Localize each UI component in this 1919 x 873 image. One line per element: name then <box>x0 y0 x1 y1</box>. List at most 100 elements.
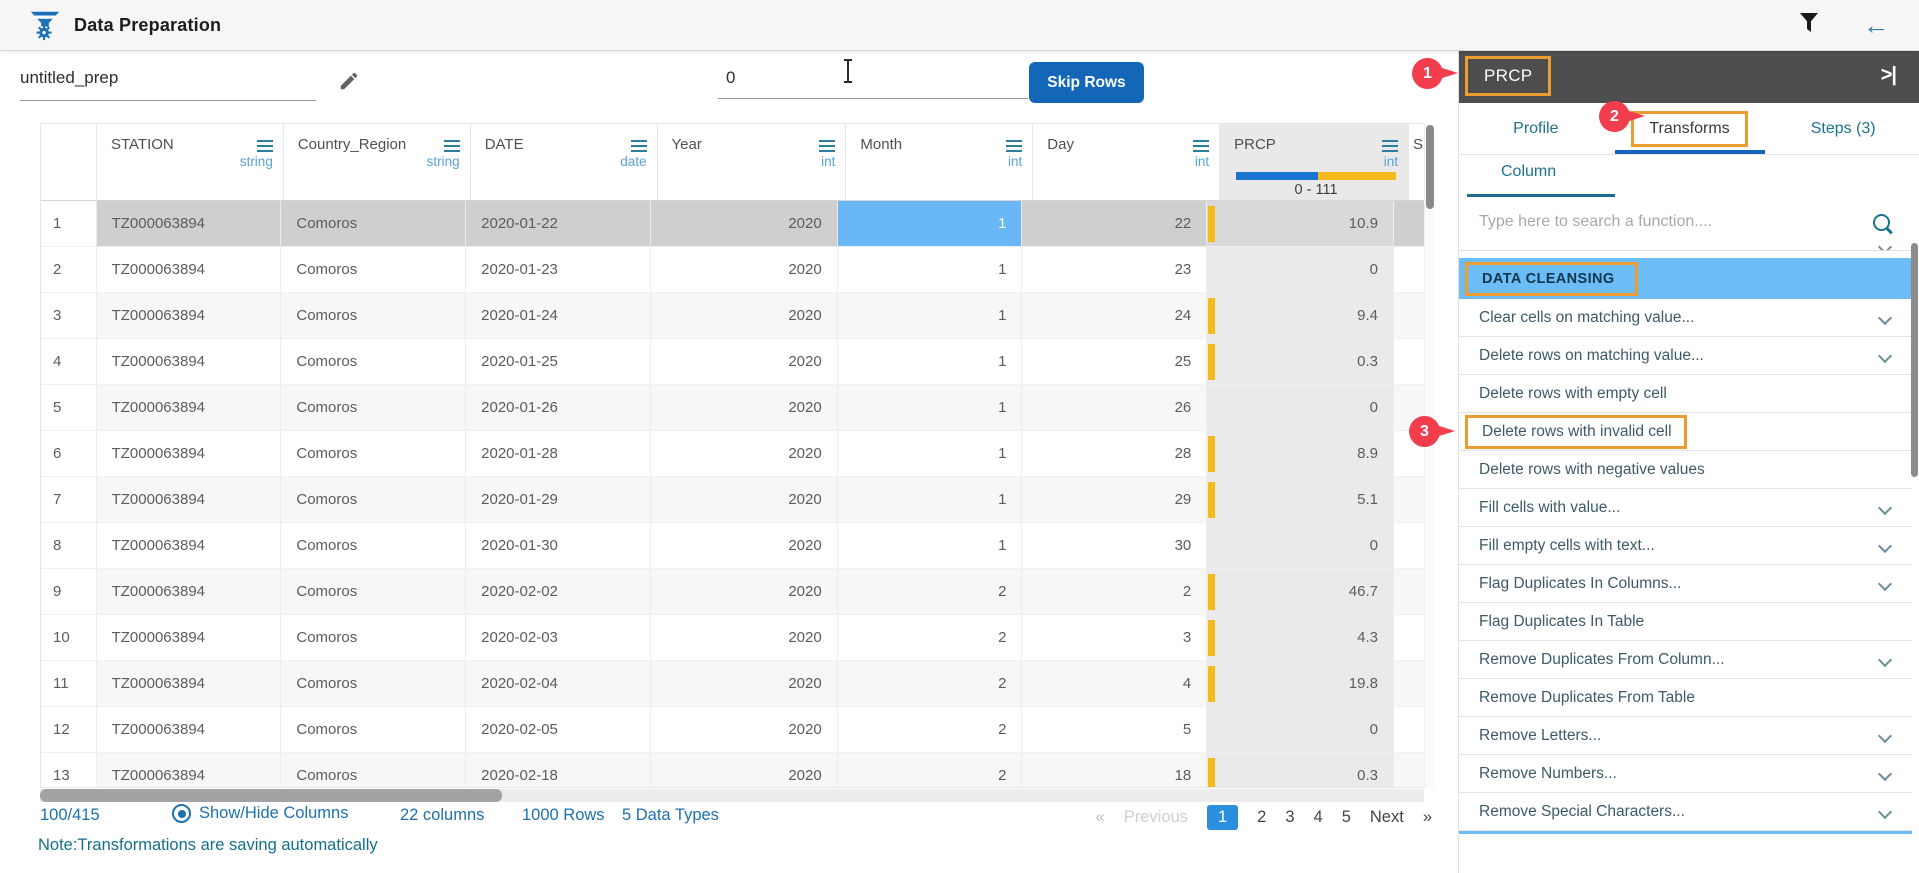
cell-station[interactable]: TZ000063894 <box>96 707 281 752</box>
cell-date[interactable]: 2020-01-22 <box>465 201 650 246</box>
cell-prcp[interactable]: 10.9 <box>1206 201 1393 246</box>
cell-station[interactable]: TZ000063894 <box>96 385 281 430</box>
cell-prcp[interactable]: 0 <box>1206 385 1393 430</box>
search-icon[interactable] <box>1873 214 1890 231</box>
cell-prcp[interactable]: 0 <box>1206 523 1393 568</box>
function-item[interactable]: Delete rows with invalid cell <box>1459 413 1912 451</box>
cell-country[interactable]: Comoros <box>280 615 465 660</box>
pagination-next[interactable]: Next <box>1370 808 1404 827</box>
cell-s[interactable] <box>1393 477 1424 522</box>
cell-day[interactable]: 22 <box>1021 201 1206 246</box>
cell-date[interactable]: 2020-01-26 <box>465 385 650 430</box>
pagination-page-2[interactable]: 2 <box>1257 808 1266 827</box>
column-header-day[interactable]: Dayint <box>1032 124 1219 200</box>
function-item[interactable]: Delete rows with empty cell <box>1459 375 1912 413</box>
cell-date[interactable]: 2020-01-24 <box>465 293 650 338</box>
cell-station[interactable]: TZ000063894 <box>96 615 281 660</box>
column-header-station[interactable]: STATIONstring <box>96 124 283 200</box>
cell-year[interactable]: 2020 <box>650 707 837 752</box>
cell-country[interactable]: Comoros <box>280 431 465 476</box>
cell-year[interactable]: 2020 <box>650 523 837 568</box>
edit-pencil-icon[interactable] <box>338 70 360 97</box>
cell-month[interactable]: 1 <box>837 431 1022 476</box>
cell-month[interactable]: 1 <box>837 201 1022 246</box>
table-vertical-scrollbar[interactable] <box>1424 124 1434 788</box>
table-horizontal-scrollbar-thumb[interactable] <box>40 789 502 802</box>
cell-month[interactable]: 2 <box>837 707 1022 752</box>
cell-s[interactable] <box>1393 615 1424 660</box>
cell-month[interactable]: 1 <box>837 477 1022 522</box>
function-item[interactable]: Fill empty cells with text... <box>1459 527 1912 565</box>
column-menu-icon[interactable] <box>1382 140 1398 152</box>
column-menu-icon[interactable] <box>257 140 273 152</box>
cell-prcp[interactable]: 46.7 <box>1206 569 1393 614</box>
cell-station[interactable]: TZ000063894 <box>96 339 281 384</box>
column-menu-icon[interactable] <box>1193 140 1209 152</box>
cell-day[interactable]: 18 <box>1021 753 1206 788</box>
cell-year[interactable]: 2020 <box>650 247 837 292</box>
column-menu-icon[interactable] <box>1006 140 1022 152</box>
function-item[interactable]: Fill cells with value... <box>1459 489 1912 527</box>
cell-year[interactable]: 2020 <box>650 753 837 788</box>
cell-prcp[interactable]: 5.1 <box>1206 477 1393 522</box>
pagination-previous[interactable]: Previous <box>1124 808 1188 827</box>
cell-month[interactable]: 2 <box>837 615 1022 660</box>
cell-station[interactable]: TZ000063894 <box>96 753 281 788</box>
cell-country[interactable]: Comoros <box>280 385 465 430</box>
cell-year[interactable]: 2020 <box>650 477 837 522</box>
cell-date[interactable]: 2020-01-29 <box>465 477 650 522</box>
cell-month[interactable]: 1 <box>837 339 1022 384</box>
cell-year[interactable]: 2020 <box>650 201 837 246</box>
cell-year[interactable]: 2020 <box>650 615 837 660</box>
filter-icon[interactable] <box>1799 13 1819 37</box>
cell-country[interactable]: Comoros <box>280 247 465 292</box>
cell-s[interactable] <box>1393 523 1424 568</box>
cell-day[interactable]: 25 <box>1021 339 1206 384</box>
cell-date[interactable]: 2020-01-30 <box>465 523 650 568</box>
column-menu-icon[interactable] <box>631 140 647 152</box>
cell-date[interactable]: 2020-02-02 <box>465 569 650 614</box>
cell-country[interactable]: Comoros <box>280 477 465 522</box>
cell-year[interactable]: 2020 <box>650 385 837 430</box>
cell-country[interactable]: Comoros <box>280 707 465 752</box>
function-item[interactable]: Delete rows with negative values <box>1459 451 1912 489</box>
column-header-country_region[interactable]: Country_Regionstring <box>283 124 470 200</box>
pagination-last[interactable]: » <box>1423 808 1432 827</box>
cell-month[interactable]: 2 <box>837 753 1022 788</box>
cell-prcp[interactable]: 0.3 <box>1206 339 1393 384</box>
cell-station[interactable]: TZ000063894 <box>96 293 281 338</box>
cell-month[interactable]: 2 <box>837 569 1022 614</box>
subtab-column[interactable]: Column <box>1501 163 1556 181</box>
cell-date[interactable]: 2020-02-03 <box>465 615 650 660</box>
pagination-page-5[interactable]: 5 <box>1342 808 1351 827</box>
cell-s[interactable] <box>1393 661 1424 706</box>
table-vertical-scrollbar-thumb[interactable] <box>1426 125 1434 209</box>
cell-country[interactable]: Comoros <box>280 753 465 788</box>
pagination-page-4[interactable]: 4 <box>1314 808 1323 827</box>
cell-prcp[interactable]: 0.3 <box>1206 753 1393 788</box>
column-header-s[interactable]: S <box>1408 124 1424 200</box>
table-horizontal-scrollbar[interactable] <box>40 789 1424 802</box>
panel-scrollbar[interactable] <box>1911 243 1918 477</box>
skip-rows-button[interactable]: Skip Rows <box>1029 62 1144 103</box>
function-item[interactable]: Clear cells on matching value... <box>1459 299 1912 337</box>
cell-day[interactable]: 26 <box>1021 385 1206 430</box>
function-item[interactable]: Remove Duplicates From Table <box>1459 679 1912 717</box>
cell-prcp[interactable]: 0 <box>1206 707 1393 752</box>
cell-s[interactable] <box>1393 293 1424 338</box>
cell-date[interactable]: 2020-02-18 <box>465 753 650 788</box>
cell-day[interactable]: 28 <box>1021 431 1206 476</box>
column-header-date[interactable]: DATEdate <box>470 124 657 200</box>
cell-station[interactable]: TZ000063894 <box>96 477 281 522</box>
function-item[interactable]: Remove Duplicates From Column... <box>1459 641 1912 679</box>
cell-day[interactable]: 30 <box>1021 523 1206 568</box>
function-item[interactable]: Flag Duplicates In Columns... <box>1459 565 1912 603</box>
column-header-prcp[interactable]: PRCPint0 - 111 <box>1219 124 1408 200</box>
cell-station[interactable]: TZ000063894 <box>96 569 281 614</box>
cell-year[interactable]: 2020 <box>650 431 837 476</box>
cell-s[interactable] <box>1393 201 1424 246</box>
cell-day[interactable]: 5 <box>1021 707 1206 752</box>
function-item[interactable]: Remove Letters... <box>1459 717 1912 755</box>
column-header-month[interactable]: Monthint <box>845 124 1032 200</box>
cell-station[interactable]: TZ000063894 <box>96 661 281 706</box>
